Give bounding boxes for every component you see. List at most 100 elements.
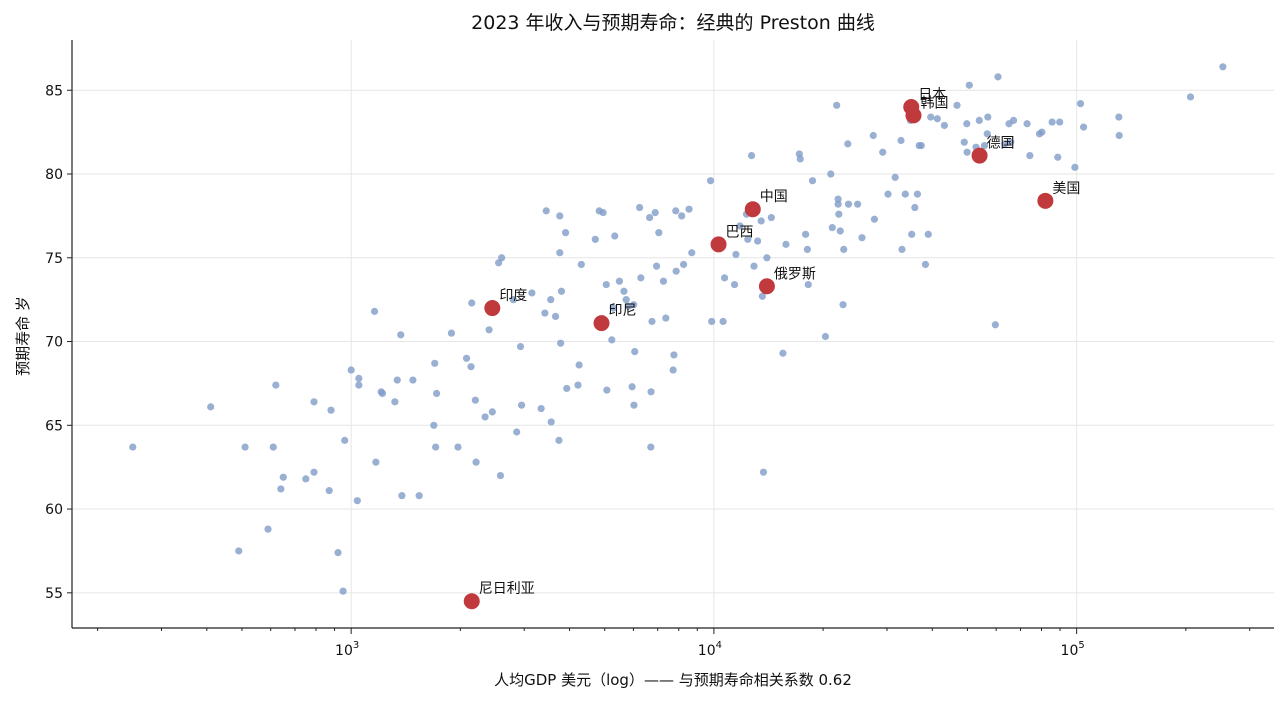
highlight-label: 尼日利亚 xyxy=(479,581,535,597)
country-point xyxy=(879,148,887,156)
country-point xyxy=(129,443,137,451)
country-point xyxy=(652,262,661,270)
country-point xyxy=(720,274,729,282)
country-point xyxy=(355,374,363,382)
country-point xyxy=(462,354,471,362)
country-point xyxy=(391,398,399,406)
country-point xyxy=(911,203,919,212)
country-point xyxy=(603,386,611,394)
country-point xyxy=(415,492,423,500)
country-point xyxy=(706,177,715,185)
country-point xyxy=(782,240,790,248)
country-point xyxy=(378,389,387,398)
country-point xyxy=(347,366,355,374)
country-point xyxy=(602,280,610,289)
country-point xyxy=(611,232,619,240)
country-point xyxy=(432,443,440,451)
country-point xyxy=(1056,118,1064,126)
country-point xyxy=(513,428,521,436)
country-point xyxy=(467,363,475,371)
country-point xyxy=(207,403,215,411)
country-point xyxy=(472,458,480,466)
country-point xyxy=(908,230,916,238)
country-point xyxy=(854,200,862,208)
country-point xyxy=(821,332,830,341)
country-point xyxy=(327,406,335,414)
country-point xyxy=(803,245,811,254)
highlight-label: 中国 xyxy=(760,189,788,205)
country-point xyxy=(608,336,616,344)
country-point xyxy=(1054,153,1062,161)
country-point xyxy=(235,547,243,555)
country-point xyxy=(672,207,680,215)
country-point xyxy=(447,329,456,337)
country-point xyxy=(557,287,566,295)
country-point xyxy=(1219,63,1227,71)
country-point xyxy=(960,138,968,146)
country-point xyxy=(542,207,550,215)
country-point xyxy=(310,398,318,406)
country-point xyxy=(844,140,852,148)
country-point xyxy=(917,141,925,150)
country-point xyxy=(839,301,847,309)
highlight-label: 俄罗斯 xyxy=(774,266,816,282)
country-point xyxy=(615,277,624,285)
country-point xyxy=(471,396,479,404)
country-point xyxy=(730,280,739,289)
country-point xyxy=(1115,113,1123,121)
country-point xyxy=(264,525,272,533)
country-point xyxy=(574,381,582,389)
country-point xyxy=(409,376,417,384)
country-point xyxy=(802,230,810,238)
country-point xyxy=(884,190,892,198)
country-point xyxy=(804,280,812,289)
highlight-point xyxy=(905,107,922,124)
country-point xyxy=(834,195,842,203)
country-point xyxy=(940,121,949,130)
country-point xyxy=(1048,118,1056,126)
country-point xyxy=(636,203,644,212)
country-point xyxy=(767,213,775,222)
country-point xyxy=(648,317,656,326)
country-point xyxy=(759,468,768,476)
country-point xyxy=(732,250,740,259)
country-point xyxy=(980,141,989,150)
country-point xyxy=(555,436,563,444)
country-point xyxy=(927,113,935,121)
y-axis-label: 预期寿命 岁 xyxy=(14,296,32,376)
country-point xyxy=(750,262,758,270)
country-point xyxy=(563,384,571,393)
country-point xyxy=(325,487,333,495)
y-tick-label: 85 xyxy=(45,83,63,99)
country-point xyxy=(485,326,493,334)
country-point xyxy=(975,116,983,125)
country-point xyxy=(516,342,525,351)
country-point xyxy=(844,200,853,208)
country-point xyxy=(983,130,991,138)
chart-title: 2023 年收入与预期寿命：经典的 Preston 曲线 xyxy=(471,12,875,34)
country-point xyxy=(708,317,716,326)
country-point xyxy=(496,471,505,480)
country-point xyxy=(662,314,670,322)
country-point xyxy=(779,349,787,357)
country-point xyxy=(468,299,476,307)
country-point xyxy=(547,418,555,426)
country-point xyxy=(679,260,688,269)
country-point xyxy=(302,475,310,483)
country-point xyxy=(921,260,930,269)
highlight-point xyxy=(744,201,761,218)
y-tick-label: 55 xyxy=(45,586,63,602)
country-point xyxy=(537,404,545,413)
country-point xyxy=(670,351,678,359)
country-point xyxy=(796,155,804,163)
country-point xyxy=(556,249,564,257)
country-point xyxy=(763,254,771,262)
country-point xyxy=(834,200,842,208)
country-point xyxy=(398,492,406,500)
highlight-point xyxy=(1037,192,1054,209)
country-point xyxy=(757,217,765,225)
x-tick-label: 105 xyxy=(1061,640,1085,659)
country-point xyxy=(498,254,506,262)
country-point xyxy=(370,307,379,315)
